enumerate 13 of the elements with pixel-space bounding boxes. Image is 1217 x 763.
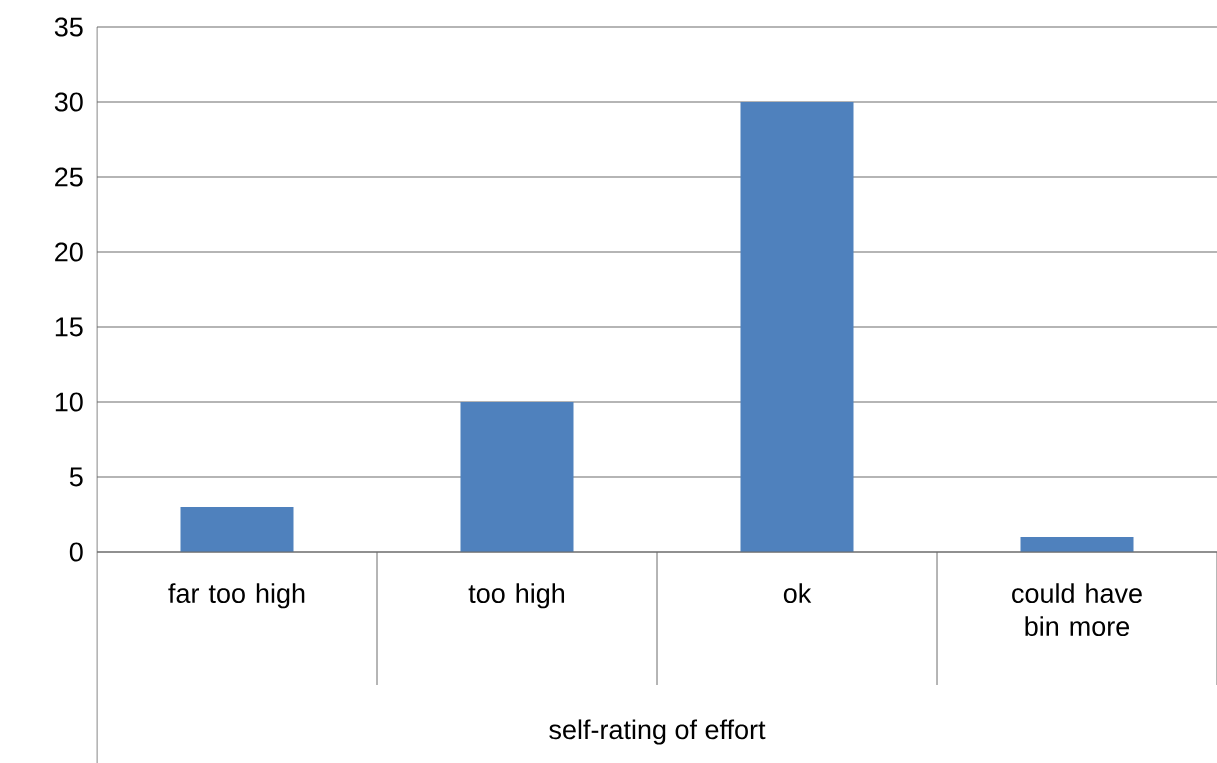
x-axis-title: self-rating of effort <box>549 719 766 745</box>
y-tick-label: 5 <box>69 467 83 487</box>
x-tick-label: too high <box>468 583 565 609</box>
y-tick-label: 20 <box>55 242 83 262</box>
y-tick-label: 15 <box>55 317 83 337</box>
x-tick-label: ok <box>783 583 812 604</box>
x-tick-label: far too high <box>168 583 305 609</box>
y-tick-label: 35 <box>54 17 83 37</box>
y-tick-label: 30 <box>54 92 83 112</box>
x-tick-label: could have bin more <box>1012 583 1142 637</box>
y-tick-label: 10 <box>55 392 83 412</box>
y-tick-label: 0 <box>69 542 83 562</box>
y-tick-label: 25 <box>55 167 83 187</box>
